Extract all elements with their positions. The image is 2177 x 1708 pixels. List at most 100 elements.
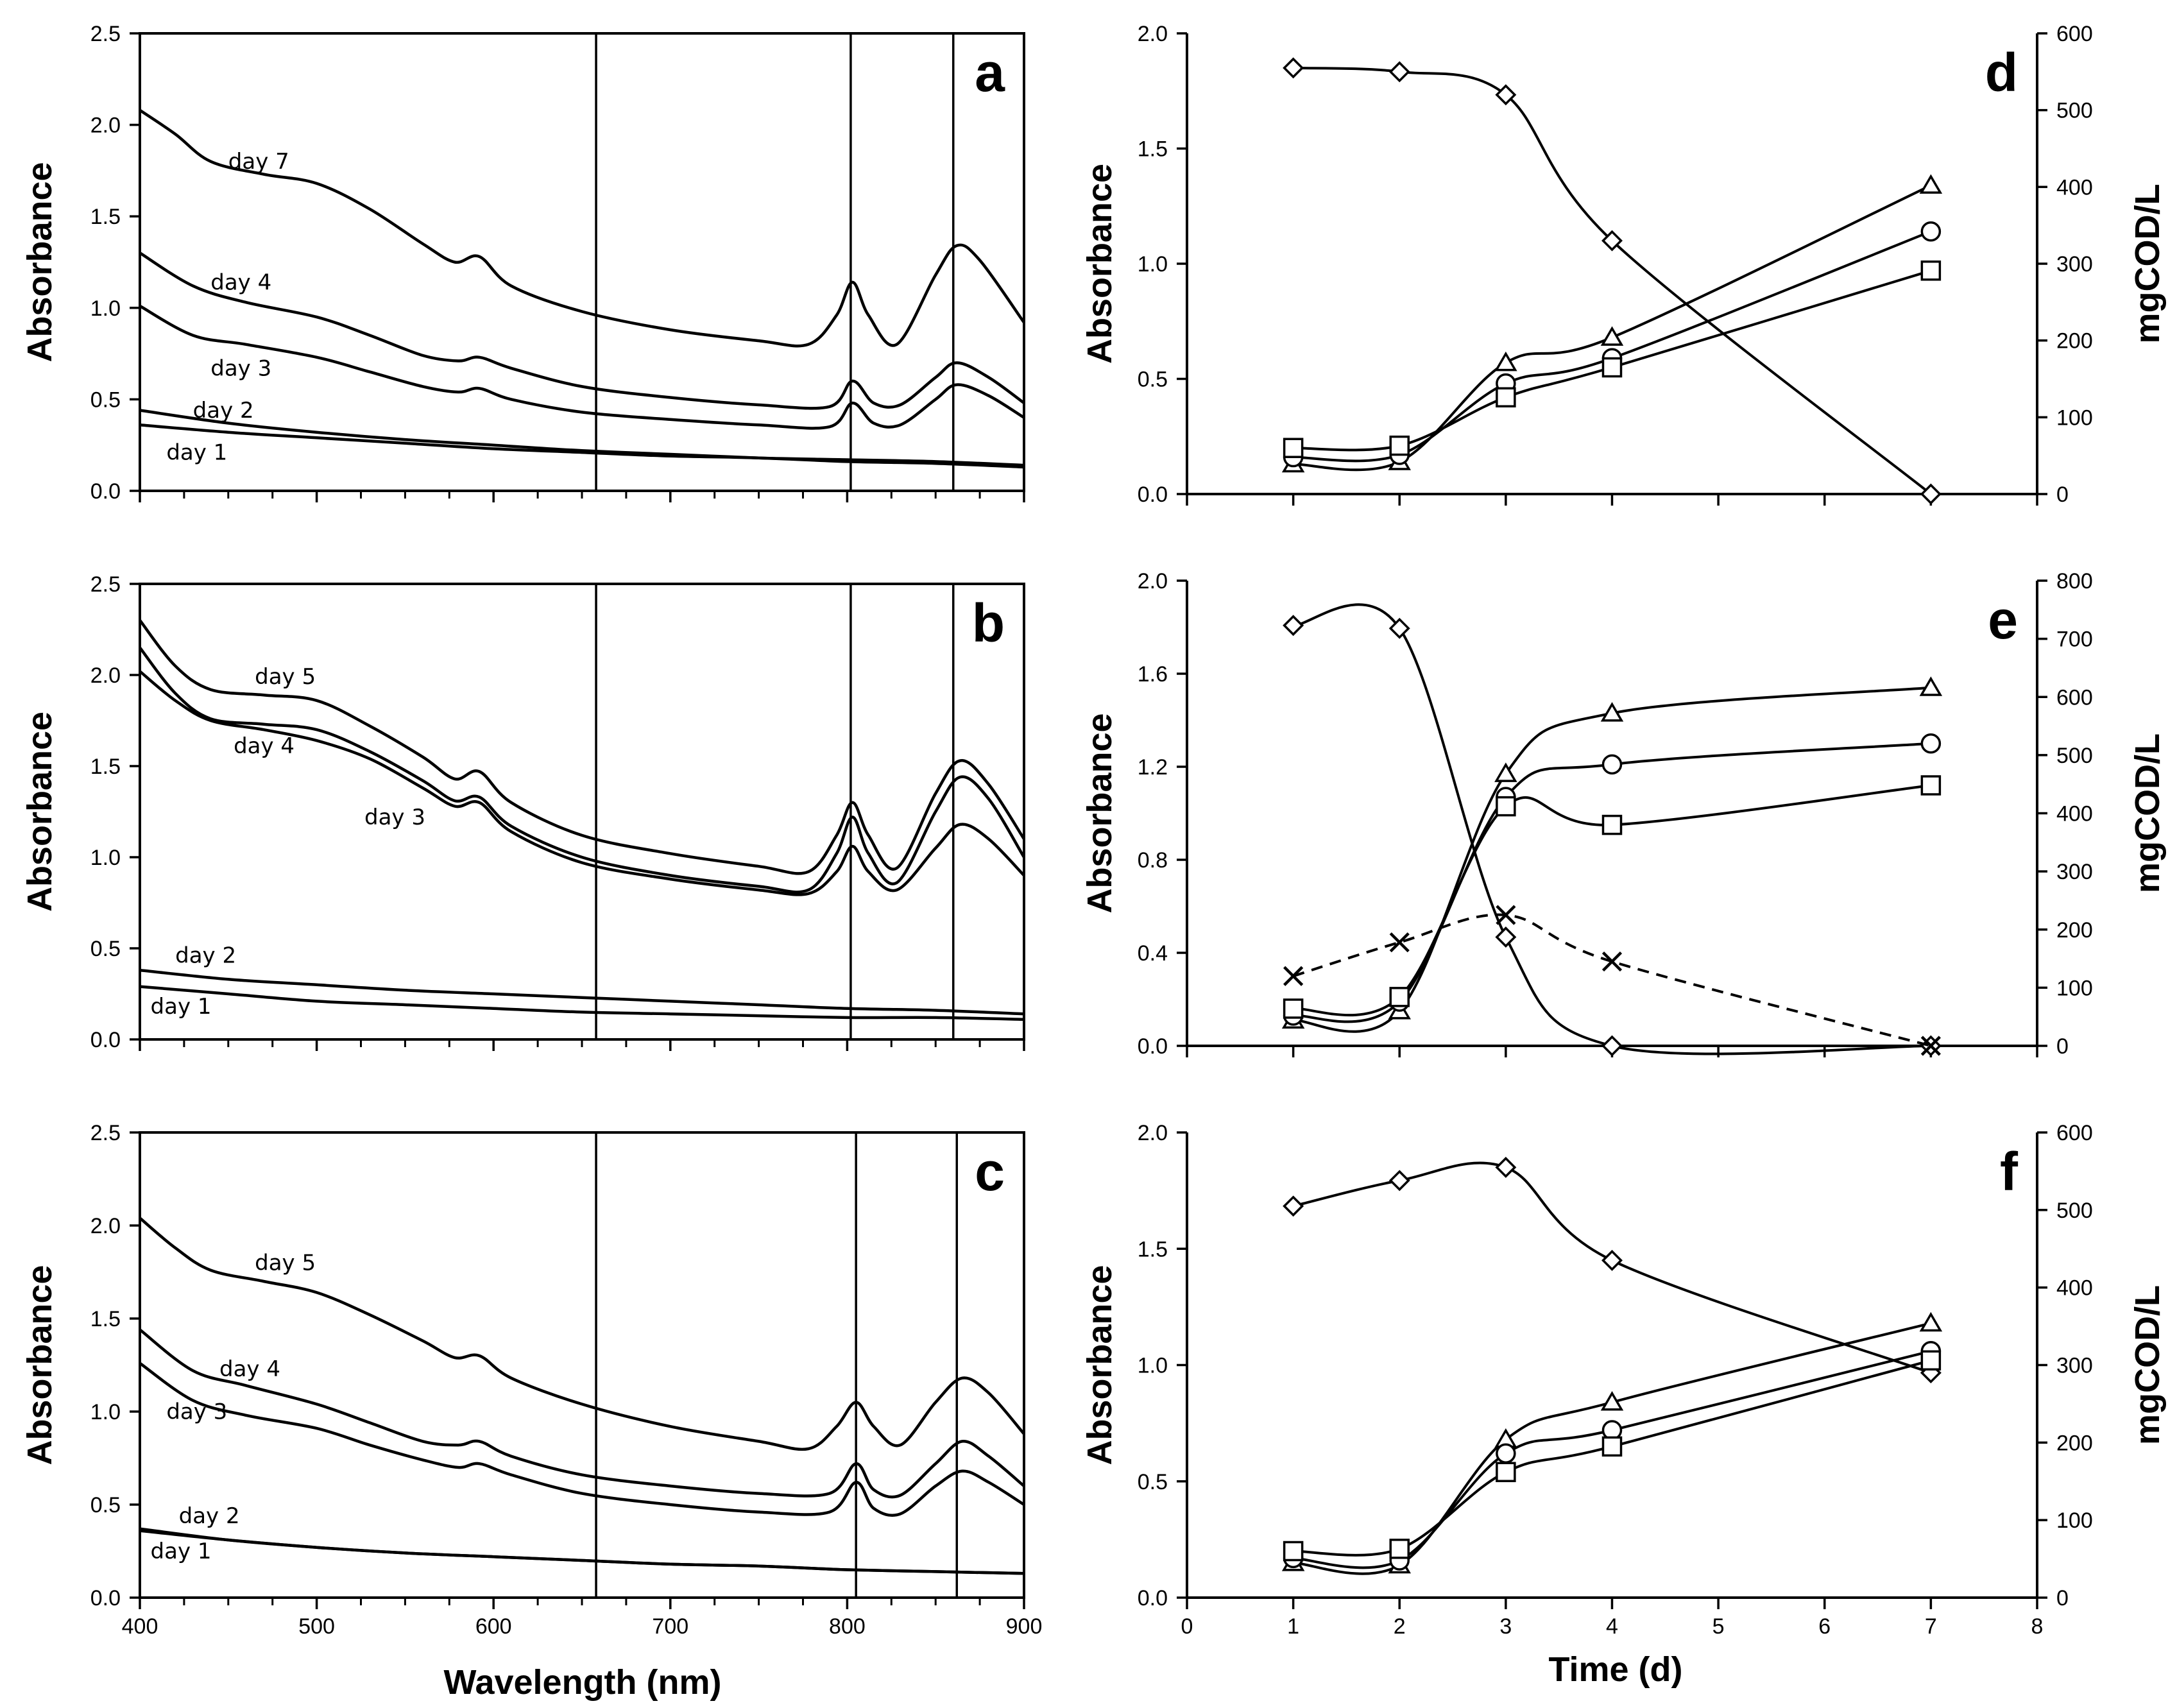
diamond-marker bbox=[1495, 84, 1517, 106]
y-tick-label: 2.0 bbox=[1138, 569, 1168, 594]
square-marker bbox=[1920, 1350, 1942, 1371]
y2-tick-label: 500 bbox=[2056, 1199, 2093, 1223]
diamond-marker bbox=[1283, 1195, 1304, 1217]
triangle-marker bbox=[1600, 1391, 1624, 1411]
diamond-marker bbox=[1601, 1035, 1623, 1057]
curve-label: day 3 bbox=[166, 1399, 227, 1425]
y-tick-label: 1.5 bbox=[90, 205, 121, 229]
y2-tick-label: 100 bbox=[2056, 406, 2093, 430]
series-line bbox=[1293, 230, 1932, 463]
series-line bbox=[1293, 1349, 1931, 1569]
square-marker bbox=[1601, 1436, 1623, 1457]
series-line bbox=[139, 985, 1025, 1021]
x-tick-label: 6 bbox=[1818, 1614, 1831, 1639]
y-tick-label: 0.4 bbox=[1138, 941, 1168, 966]
circle-marker bbox=[1920, 733, 1942, 754]
panel-letter: c bbox=[975, 1141, 1005, 1202]
triangle-marker bbox=[1600, 702, 1624, 722]
y2-tick-label: 600 bbox=[2056, 685, 2093, 710]
y2-tick-label: 400 bbox=[2056, 802, 2093, 826]
square-marker bbox=[1283, 1541, 1304, 1562]
y-tick-label: 1.6 bbox=[1138, 662, 1168, 687]
x-tick-label: 400 bbox=[122, 1614, 158, 1639]
y-tick-label: 0.8 bbox=[1138, 848, 1168, 873]
axes-d: 0.0 0.5 1.0 1.5 2.0 0 100 200 300 400 500 600 Absorb… bbox=[1080, 22, 2167, 507]
y-tick-label: 0.5 bbox=[1138, 1470, 1168, 1494]
circle-marker bbox=[1496, 1443, 1516, 1464]
y2-axis-title: mgCOD/L bbox=[2128, 184, 2167, 344]
curve-label: day 4 bbox=[234, 733, 295, 759]
panel-d: 0.0 0.5 1.0 1.5 2.0 0 100 200 300 400 500 600 Absorb… bbox=[1080, 22, 2167, 507]
y-axis-title: Absorbance bbox=[21, 1265, 59, 1465]
y-tick-label: 2.0 bbox=[90, 114, 121, 138]
panel-letter: b bbox=[972, 593, 1005, 653]
series-day-5 bbox=[139, 619, 1025, 875]
series-line bbox=[1293, 784, 1931, 1017]
y2-tick-label: 300 bbox=[2056, 860, 2093, 884]
curve-label: day 2 bbox=[179, 1503, 240, 1529]
series-line bbox=[139, 1362, 1025, 1517]
x-tick-label: 800 bbox=[829, 1614, 866, 1639]
y2-tick-label: 100 bbox=[2056, 1508, 2093, 1533]
x-marker bbox=[1496, 905, 1516, 925]
x-tick-label: 600 bbox=[475, 1614, 512, 1639]
square-marker bbox=[1496, 387, 1516, 407]
y2-tick-label: 600 bbox=[2056, 22, 2093, 46]
y2-tick-label: 300 bbox=[2056, 1354, 2093, 1378]
panel-b: 0.0 0.5 1.0 1.5 2.0 2.5 Absorbance b day 5 day 4 d… bbox=[21, 572, 1025, 1052]
y2-tick-label: 500 bbox=[2056, 744, 2093, 768]
curve-label: day 2 bbox=[175, 943, 236, 969]
y-axis-title: Absorbance bbox=[21, 712, 59, 912]
series-line bbox=[1293, 1359, 1931, 1557]
series-line bbox=[139, 108, 1025, 348]
y2-tick-label: 500 bbox=[2056, 99, 2093, 123]
panel-f: 0.0 0.5 1.0 1.5 2.0 0 100 200 300 400 500 600 0 1 2 3 4 5… bbox=[1080, 1121, 2167, 1639]
square-marker bbox=[1496, 796, 1516, 817]
series-day-1 bbox=[139, 1529, 1025, 1575]
series-cross-series bbox=[1283, 905, 1941, 1056]
x-tick-label: 4 bbox=[1606, 1614, 1618, 1639]
panel-letter: a bbox=[975, 42, 1005, 103]
y-tick-label: 2.0 bbox=[90, 663, 121, 688]
square-marker bbox=[1283, 998, 1304, 1019]
series-day-3 bbox=[139, 670, 1025, 896]
diamond-marker bbox=[1388, 1170, 1410, 1191]
panel-c: 0.0 0.5 1.0 1.5 2.0 2.5 400 500 600 700 800 900 Abso… bbox=[21, 1121, 1042, 1639]
x-tick-label: 8 bbox=[2031, 1614, 2044, 1639]
curve-label: day 2 bbox=[193, 398, 254, 423]
panel-a: 0.0 0.5 1.0 1.5 2.0 2.5 Absorbance a day 7 day 4 d… bbox=[21, 22, 1025, 504]
y2-tick-label: 0 bbox=[2056, 483, 2069, 507]
series-day-1 bbox=[139, 985, 1025, 1021]
square-marker bbox=[1389, 435, 1410, 456]
x-axis-title-wavelength: Wavelength (nm) bbox=[443, 1663, 721, 1702]
y-tick-label: 2.5 bbox=[90, 1121, 121, 1145]
axes-c: 0.0 0.5 1.0 1.5 2.0 2.5 400 500 600 700 800 900 Abso… bbox=[21, 1121, 1042, 1639]
axes-b: 0.0 0.5 1.0 1.5 2.0 2.5 Absorbance bbox=[21, 572, 1025, 1052]
y2-axis-title: mgCOD/L bbox=[2128, 1285, 2167, 1445]
curve-label: day 3 bbox=[364, 805, 425, 830]
diamond-marker bbox=[1920, 483, 1942, 505]
diamond-marker bbox=[1495, 927, 1517, 948]
series-square-series bbox=[1283, 1350, 1942, 1562]
y-axis-title: Absorbance bbox=[1080, 1265, 1119, 1465]
series-day-4 bbox=[139, 252, 1025, 410]
y-tick-label: 1.5 bbox=[1138, 1237, 1168, 1261]
y2-tick-label: 400 bbox=[2056, 175, 2093, 200]
square-marker bbox=[1601, 814, 1623, 835]
x-tick-label: 500 bbox=[298, 1614, 335, 1639]
triangle-marker bbox=[1919, 676, 1943, 696]
series-line bbox=[139, 423, 1025, 469]
axes-a: 0.0 0.5 1.0 1.5 2.0 2.5 Absorbance bbox=[21, 22, 1025, 504]
series-day-4 bbox=[139, 1328, 1025, 1499]
x-marker bbox=[1601, 952, 1623, 972]
curve-label: day 4 bbox=[210, 269, 271, 295]
y-tick-label: 0.0 bbox=[1138, 1034, 1168, 1059]
panel-letter: f bbox=[2000, 1141, 2019, 1202]
y-axis-title: Absorbance bbox=[1080, 164, 1119, 364]
y-tick-label: 0.0 bbox=[1138, 1586, 1168, 1610]
series-line bbox=[1293, 1161, 1932, 1374]
y-tick-label: 0.5 bbox=[90, 388, 121, 412]
series-square-series bbox=[1283, 775, 1942, 1019]
y2-tick-label: 100 bbox=[2056, 976, 2093, 1000]
